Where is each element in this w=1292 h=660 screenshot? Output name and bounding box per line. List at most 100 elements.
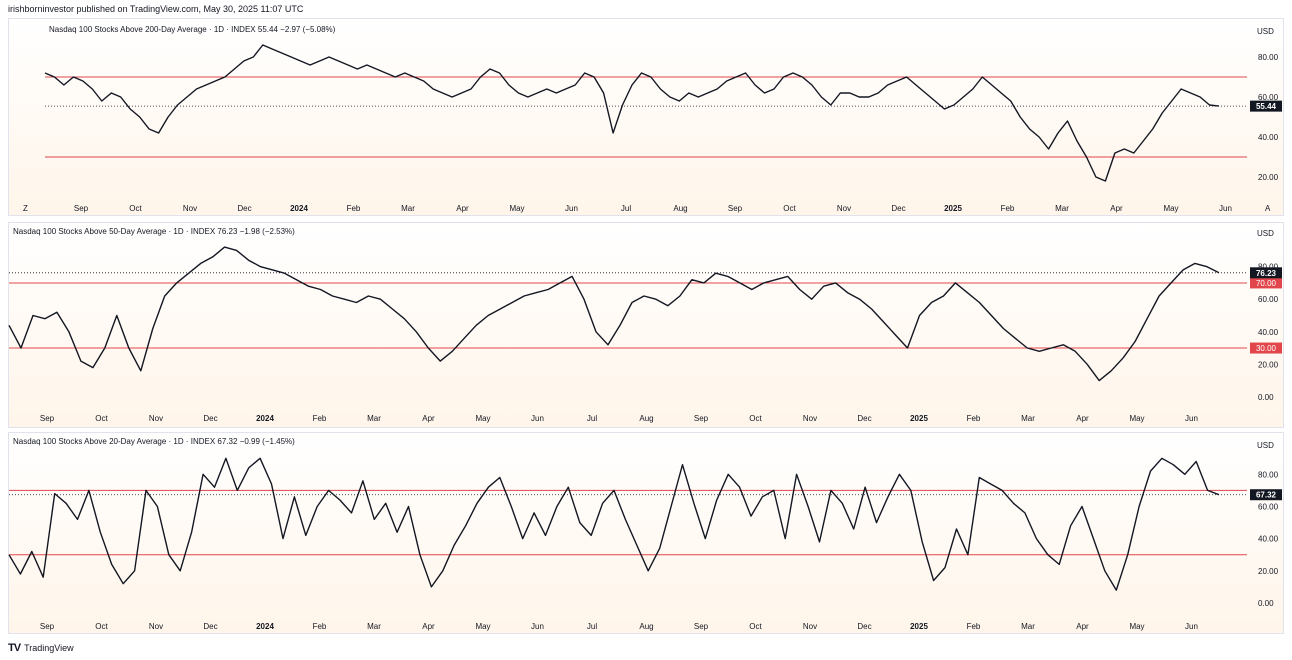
x-tick-label: Apr xyxy=(422,622,435,631)
x-tick-label: Nov xyxy=(183,204,197,213)
y-tick-label: 60.00 xyxy=(1258,93,1279,102)
x-tick-label: Apr xyxy=(1076,414,1089,423)
x-tick-label: Feb xyxy=(967,622,981,631)
y-tick-label: 20.00 xyxy=(1258,567,1279,576)
x-tick-label: Sep xyxy=(728,204,743,213)
legend-last: 67.32 xyxy=(217,437,238,446)
last-label-bg xyxy=(1250,489,1282,501)
x-tick-label: Jun xyxy=(565,204,578,213)
legend-title: Nasdaq 100 Stocks Above 200-Day Average … xyxy=(49,25,256,34)
x-tick-label: May xyxy=(1129,622,1144,631)
x-tick-label: Aug xyxy=(673,204,687,213)
x-tick-label: Nov xyxy=(149,414,163,423)
legend-title: Nasdaq 100 Stocks Above 50-Day Average ·… xyxy=(13,227,216,236)
currency-label: USD xyxy=(1257,27,1274,36)
chart-50day: 70.00 30.00 80.00 60.00 40.00 20.00 0.00 76.23 S… xyxy=(8,246,1282,423)
currency-label: USD xyxy=(1257,441,1274,450)
x-tick-label: Mar xyxy=(1021,414,1035,423)
y-tick-label: 0.00 xyxy=(1258,393,1274,402)
x-tick-label: Apr xyxy=(456,204,469,213)
axis-left-marker: Z xyxy=(23,204,28,213)
x-tick-label: Mar xyxy=(401,204,415,213)
series-line xyxy=(8,457,1220,591)
y-tick-label: 80.00 xyxy=(1258,53,1279,62)
y-tick-label: 40.00 xyxy=(1258,133,1279,142)
x-tick-label: Feb xyxy=(967,414,981,423)
x-tick-label: Oct xyxy=(783,204,796,213)
x-tick-label: Sep xyxy=(694,414,709,423)
x-tick-label: Oct xyxy=(95,414,108,423)
legend-200day: Nasdaq 100 Stocks Above 200-Day Average … xyxy=(49,25,335,34)
chart-20day: 80.00 60.00 40.00 20.00 0.00 67.32 Sep Oct Nov De… xyxy=(8,457,1282,631)
x-tick-label: 2025 xyxy=(910,414,928,423)
x-tick-label: Sep xyxy=(74,204,89,213)
last-value-label: 67.32 xyxy=(1256,491,1277,500)
last-label-bg xyxy=(1250,267,1282,279)
x-tick-label: Mar xyxy=(367,414,381,423)
y-tick-label: 40.00 xyxy=(1258,535,1279,544)
legend-20day: Nasdaq 100 Stocks Above 20-Day Average ·… xyxy=(13,437,295,446)
x-tick-label: 2025 xyxy=(910,622,928,631)
x-tick-label: Apr xyxy=(1110,204,1123,213)
y-tick-label: 20.00 xyxy=(1258,173,1279,182)
x-tick-label: May xyxy=(1129,414,1144,423)
x-tick-label: Nov xyxy=(149,622,163,631)
x-tick-label: Dec xyxy=(857,414,871,423)
footer: TV TradingView xyxy=(8,642,74,654)
x-tick-label: Jun xyxy=(1185,622,1198,631)
legend-50day: Nasdaq 100 Stocks Above 50-Day Average ·… xyxy=(13,227,295,236)
x-tick-label: Mar xyxy=(1021,622,1035,631)
x-tick-label: Jun xyxy=(1219,204,1232,213)
tradingview-logo-icon[interactable]: TV xyxy=(8,642,21,654)
x-tick-label: Jul xyxy=(587,622,597,631)
y-tick-label: 20.00 xyxy=(1258,360,1279,369)
x-tick-label: Dec xyxy=(891,204,905,213)
x-tick-label: May xyxy=(1163,204,1178,213)
x-tick-label: 2024 xyxy=(256,414,274,423)
x-tick-label: Aug xyxy=(639,622,653,631)
x-tick-label: Sep xyxy=(694,622,709,631)
y-tick-label: 60.00 xyxy=(1258,295,1279,304)
series-line xyxy=(44,44,1220,182)
ref-label: 30.00 xyxy=(1256,344,1277,353)
x-tick-label: May xyxy=(475,414,490,423)
x-tick-label: Oct xyxy=(95,622,108,631)
x-tick-label: Nov xyxy=(837,204,851,213)
legend-change: −1.98 (−2.53%) xyxy=(239,227,295,236)
axis-right-marker: A xyxy=(1265,204,1271,213)
y-tick-label: 60.00 xyxy=(1258,502,1279,511)
x-tick-label: Jun xyxy=(531,622,544,631)
x-tick-label: Apr xyxy=(422,414,435,423)
x-tick-label: May xyxy=(475,622,490,631)
ref-label-bg xyxy=(1250,342,1282,354)
x-tick-label: Oct xyxy=(749,622,762,631)
x-tick-label: Jul xyxy=(621,204,631,213)
x-tick-label: Feb xyxy=(347,204,361,213)
x-tick-label: Feb xyxy=(1001,204,1015,213)
panel-50day: Nasdaq 100 Stocks Above 50-Day Average ·… xyxy=(8,222,1284,428)
publisher-header: irishborninvestor published on TradingVi… xyxy=(8,4,304,14)
legend-title: Nasdaq 100 Stocks Above 20-Day Average ·… xyxy=(13,437,216,446)
x-tick-label: Dec xyxy=(857,622,871,631)
x-tick-label: Jun xyxy=(1185,414,1198,423)
x-tick-label: Mar xyxy=(1055,204,1069,213)
x-tick-label: Jun xyxy=(531,414,544,423)
x-tick-label: Dec xyxy=(203,414,217,423)
x-tick-label: Nov xyxy=(803,414,817,423)
series-line xyxy=(8,246,1220,382)
x-tick-label: Dec xyxy=(203,622,217,631)
x-tick-label: 2025 xyxy=(944,204,962,213)
last-label-bg xyxy=(1250,100,1282,112)
x-tick-label: 2024 xyxy=(290,204,308,213)
x-tick-label: Feb xyxy=(313,622,327,631)
last-value-label: 76.23 xyxy=(1256,269,1277,278)
ref-label-bg xyxy=(1250,277,1282,289)
last-value-label: 55.44 xyxy=(1256,102,1277,111)
x-tick-label: Oct xyxy=(749,414,762,423)
panel-20day: Nasdaq 100 Stocks Above 20-Day Average ·… xyxy=(8,432,1284,634)
x-tick-label: Dec xyxy=(237,204,251,213)
x-tick-label: Apr xyxy=(1076,622,1089,631)
ref-label: 70.00 xyxy=(1256,279,1277,288)
x-tick-label: Sep xyxy=(40,414,55,423)
footer-brand[interactable]: TradingView xyxy=(24,643,74,653)
